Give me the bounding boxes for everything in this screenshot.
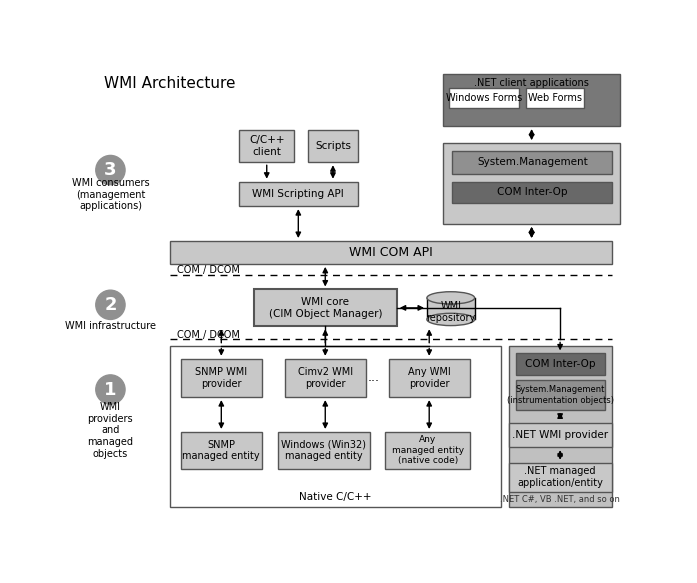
Text: WMI core
(CIM Object Manager): WMI core (CIM Object Manager) (268, 297, 382, 319)
Bar (428, 298, 474, 319)
Circle shape (95, 156, 125, 185)
Text: C/C++
client: C/C++ client (249, 135, 284, 157)
Text: COM Inter-Op: COM Inter-Op (497, 187, 567, 198)
Bar (516, 380, 605, 409)
Bar (239, 182, 358, 206)
Text: SNMP WMI
provider: SNMP WMI provider (195, 367, 247, 389)
Text: COM / DCOM: COM / DCOM (178, 265, 240, 275)
Text: SNMP
managed entity: SNMP managed entity (183, 440, 260, 461)
Text: .NET client applications: .NET client applications (474, 78, 589, 88)
Bar (169, 346, 501, 507)
Text: WMI
providers
and
managed
objects: WMI providers and managed objects (87, 402, 133, 458)
Circle shape (95, 375, 125, 404)
Bar (443, 74, 620, 126)
Text: 1: 1 (104, 381, 116, 399)
Bar (443, 143, 620, 224)
Text: Windows Forms: Windows Forms (446, 93, 522, 103)
Bar (452, 151, 613, 174)
Text: Any WMI
provider: Any WMI provider (408, 367, 450, 389)
Bar (450, 89, 519, 108)
Bar (285, 359, 366, 397)
Text: WMI
repository: WMI repository (426, 301, 475, 322)
Bar (389, 359, 470, 397)
Bar (509, 423, 613, 447)
Bar (509, 463, 613, 492)
Text: Native C/C++: Native C/C++ (299, 491, 372, 501)
Text: COM / DCOM: COM / DCOM (178, 330, 240, 340)
Bar (385, 432, 470, 469)
Bar (516, 353, 605, 375)
Text: .NET managed
application/entity: .NET managed application/entity (517, 466, 603, 488)
Text: COM Inter-Op: COM Inter-Op (525, 359, 595, 369)
Text: .NET WMI provider: .NET WMI provider (512, 430, 608, 440)
Bar (169, 241, 613, 264)
Text: Windows (Win32)
managed entity: Windows (Win32) managed entity (281, 440, 366, 461)
Ellipse shape (427, 292, 475, 304)
Text: WMI COM API: WMI COM API (348, 246, 433, 259)
Bar (181, 359, 262, 397)
Text: Scripts: Scripts (315, 141, 351, 151)
Text: 3: 3 (104, 161, 116, 179)
Text: Web Forms: Web Forms (528, 93, 582, 103)
Text: .NET C#, VB .NET, and so on: .NET C#, VB .NET, and so on (500, 495, 620, 504)
Bar (526, 89, 584, 108)
Text: Any
managed entity
(native code): Any managed entity (native code) (392, 436, 464, 465)
Text: WMI Architecture: WMI Architecture (104, 76, 236, 92)
Bar (452, 182, 613, 203)
Text: Cimv2 WMI
provider: Cimv2 WMI provider (298, 367, 353, 389)
Text: System.Management: System.Management (477, 157, 588, 167)
Bar (181, 432, 262, 469)
Circle shape (95, 290, 125, 319)
Text: WMI infrastructure: WMI infrastructure (65, 321, 156, 331)
Bar (308, 130, 358, 162)
Bar (509, 346, 613, 507)
Bar (277, 432, 370, 469)
Bar (239, 130, 294, 162)
Text: WMI consumers
(management
applications): WMI consumers (management applications) (72, 178, 149, 211)
Ellipse shape (427, 313, 475, 325)
Bar (427, 298, 475, 319)
Text: 2: 2 (104, 296, 116, 314)
Text: WMI Scripting API: WMI Scripting API (252, 189, 344, 199)
Text: ...: ... (368, 371, 380, 384)
Bar (254, 289, 397, 326)
Text: System.Management
(instrumentation objects): System.Management (instrumentation objec… (507, 385, 613, 405)
